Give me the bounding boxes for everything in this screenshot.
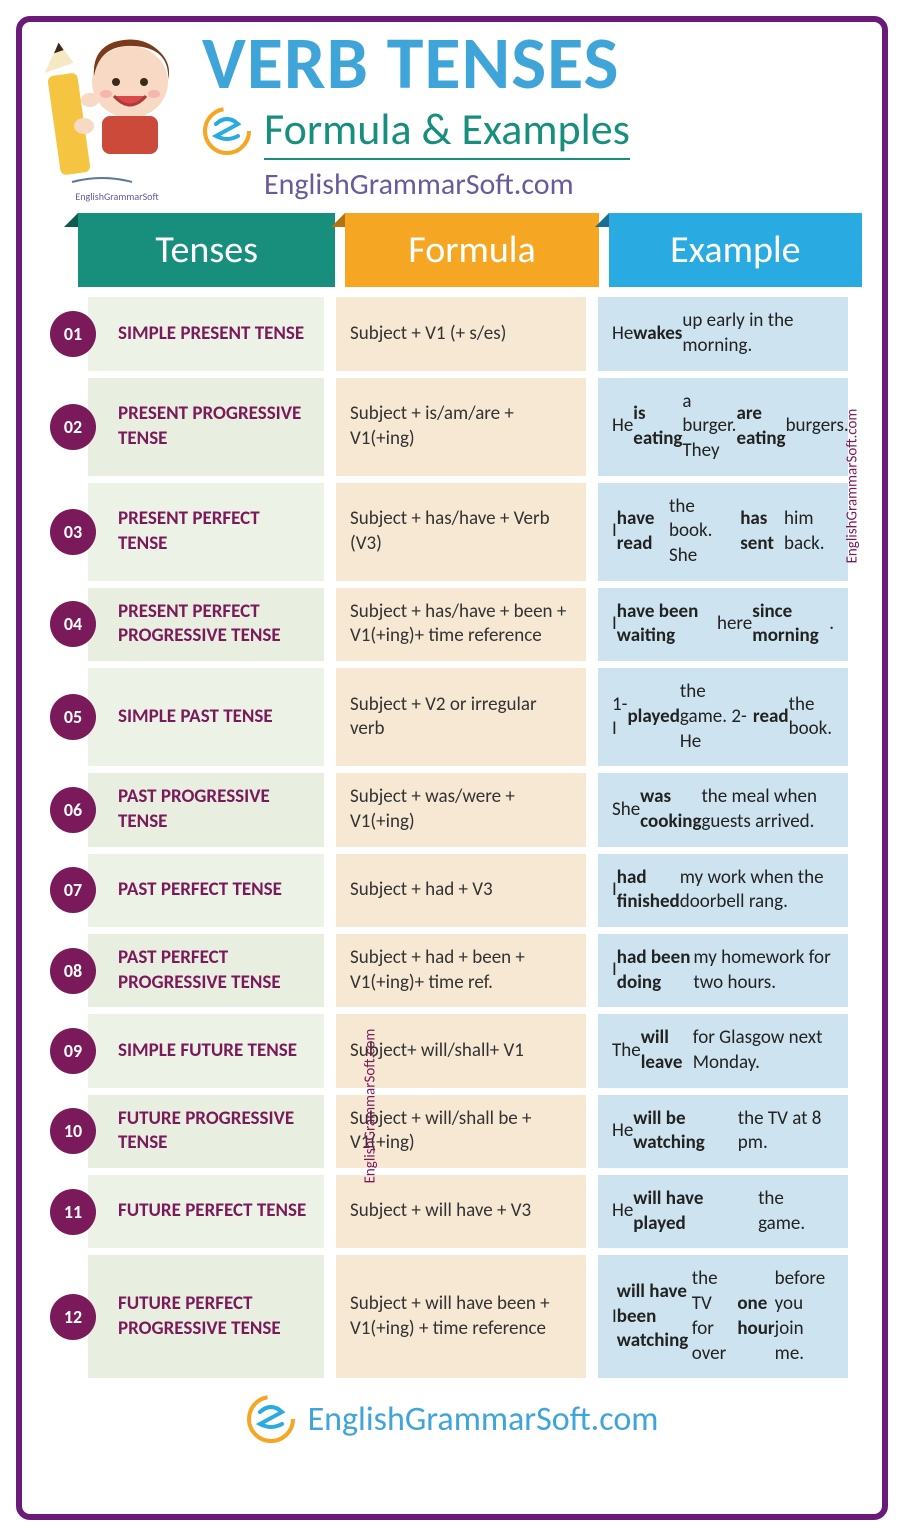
row-number-badge: 05 — [50, 694, 96, 740]
formula-cell: Subject + V2 or irregular verb — [336, 668, 586, 766]
tense-name-cell: PRESENT PERFECT PROGRESSIVE TENSE — [88, 588, 324, 661]
tense-name-cell: PAST PERFECT PROGRESSIVE TENSE — [88, 934, 324, 1007]
example-cell: I had been doing my homework for two hou… — [598, 934, 848, 1007]
table-row: 11FUTURE PERFECT TENSESubject + will hav… — [50, 1175, 862, 1248]
table-row: 09SIMPLE FUTURE TENSESubject+ will/shall… — [50, 1014, 862, 1087]
column-headers: Tenses Formula Example — [78, 213, 862, 287]
column-header-formula: Formula — [345, 213, 598, 287]
table-row: 07PAST PERFECT TENSESubject + had + V3I … — [50, 854, 862, 927]
example-cell: He wakes up early in the morning. — [598, 297, 848, 370]
row-number-badge: 01 — [50, 311, 96, 357]
formula-cell: Subject + had + V3 — [336, 854, 586, 927]
example-cell: He will be watching the TV at 8 pm. — [598, 1095, 848, 1168]
table-row: 01SIMPLE PRESENT TENSESubject + V1 (+ s/… — [50, 297, 862, 370]
subtitle-row: Formula & Examples — [202, 102, 862, 160]
tense-name-cell: SIMPLE PAST TENSE — [88, 668, 324, 766]
example-cell: I have been waiting here since morning. — [598, 588, 848, 661]
table-row: 06PAST PROGRESSIVE TENSESubject + was/we… — [50, 773, 862, 846]
header-text-block: VERB TENSES Formula & Examples EnglishGr… — [202, 34, 862, 203]
table-row: 10FUTURE PROGRESSIVE TENSESubject + will… — [50, 1095, 862, 1168]
formula-cell: Subject + has/have + Verb (V3) — [336, 483, 586, 581]
tense-name-cell: PRESENT PROGRESSIVE TENSE — [88, 378, 324, 476]
table-row: 02PRESENT PROGRESSIVE TENSESubject + is/… — [50, 378, 862, 476]
formula-cell: Subject + has/have + been + V1(+ing)+ ti… — [336, 588, 586, 661]
example-cell: I will have been watching the TV for ove… — [598, 1255, 848, 1378]
header-section: EnglishGrammarSoft VERB TENSES Formula &… — [42, 34, 862, 203]
main-title: VERB TENSES — [202, 28, 862, 98]
formula-cell: Subject + was/were + V1(+ing) — [336, 773, 586, 846]
example-cell: I had finished my work when the doorbell… — [598, 854, 848, 927]
row-number-badge: 03 — [50, 509, 96, 555]
example-cell: I have read the book. She has sent him b… — [598, 483, 848, 581]
footer-website: EnglishGrammarSoft.com — [308, 1399, 659, 1440]
table-row: 12FUTURE PERFECT PROGRESSIVE TENSESubjec… — [50, 1255, 862, 1378]
table-row: 03PRESENT PERFECT TENSESubject + has/hav… — [50, 483, 862, 581]
table-row: 04PRESENT PERFECT PROGRESSIVE TENSESubje… — [50, 588, 862, 661]
table-row: 05SIMPLE PAST TENSESubject + V2 or irreg… — [50, 668, 862, 766]
example-cell: He is eating a burger. They are eating b… — [598, 378, 848, 476]
formula-cell: Subject + will have + V3 — [336, 1175, 586, 1248]
tense-name-cell: PRESENT PERFECT TENSE — [88, 483, 324, 581]
row-number-badge: 12 — [50, 1294, 96, 1340]
column-header-tenses: Tenses — [78, 213, 335, 287]
formula-cell: Subject + had + been + V1(+ing)+ time re… — [336, 934, 586, 1007]
mascot-column: EnglishGrammarSoft — [42, 34, 192, 203]
row-number-badge: 07 — [50, 867, 96, 913]
table-row: 08PAST PERFECT PROGRESSIVE TENSESubject … — [50, 934, 862, 1007]
formula-cell: Subject + V1 (+ s/es) — [336, 297, 586, 370]
tense-name-cell: SIMPLE PRESENT TENSE — [88, 297, 324, 370]
tense-name-cell: FUTURE PERFECT TENSE — [88, 1175, 324, 1248]
example-cell: The will leave for Glasgow next Monday. — [598, 1014, 848, 1087]
example-cell: 1-I played the game. 2-He read the book. — [598, 668, 848, 766]
mascot-logo-label: EnglishGrammarSoft — [42, 190, 192, 203]
header-website: EnglishGrammarSoft.com — [264, 166, 862, 203]
formula-cell: Subject + will have been + V1(+ing) + ti… — [336, 1255, 586, 1378]
example-cell: She was cooking the meal when guests arr… — [598, 773, 848, 846]
row-number-badge: 02 — [50, 404, 96, 450]
rows-container: EnglishGrammarSoft.com EnglishGrammarSof… — [50, 297, 862, 1378]
row-number-badge: 09 — [50, 1028, 96, 1074]
tense-name-cell: PAST PROGRESSIVE TENSE — [88, 773, 324, 846]
footer: EnglishGrammarSoft.com — [42, 1394, 862, 1444]
tense-name-cell: SIMPLE FUTURE TENSE — [88, 1014, 324, 1087]
subtitle: Formula & Examples — [264, 102, 630, 160]
row-number-badge: 08 — [50, 948, 96, 994]
row-number-badge: 06 — [50, 787, 96, 833]
watermark-left: EnglishGrammarSoft.com — [361, 1029, 379, 1184]
mascot-icon — [42, 34, 192, 189]
tense-name-cell: FUTURE PERFECT PROGRESSIVE TENSE — [88, 1255, 324, 1378]
column-header-example: Example — [609, 213, 862, 287]
infographic-container: EnglishGrammarSoft VERB TENSES Formula &… — [16, 16, 888, 1520]
row-number-badge: 11 — [50, 1189, 96, 1235]
tense-name-cell: FUTURE PROGRESSIVE TENSE — [88, 1095, 324, 1168]
footer-logo-icon — [246, 1394, 296, 1444]
logo-icon — [202, 106, 252, 156]
tense-name-cell: PAST PERFECT TENSE — [88, 854, 324, 927]
example-cell: He will have played the game. — [598, 1175, 848, 1248]
watermark-right: EnglishGrammarSoft.com — [844, 409, 862, 564]
formula-cell: Subject + is/am/are + V1(+ing) — [336, 378, 586, 476]
